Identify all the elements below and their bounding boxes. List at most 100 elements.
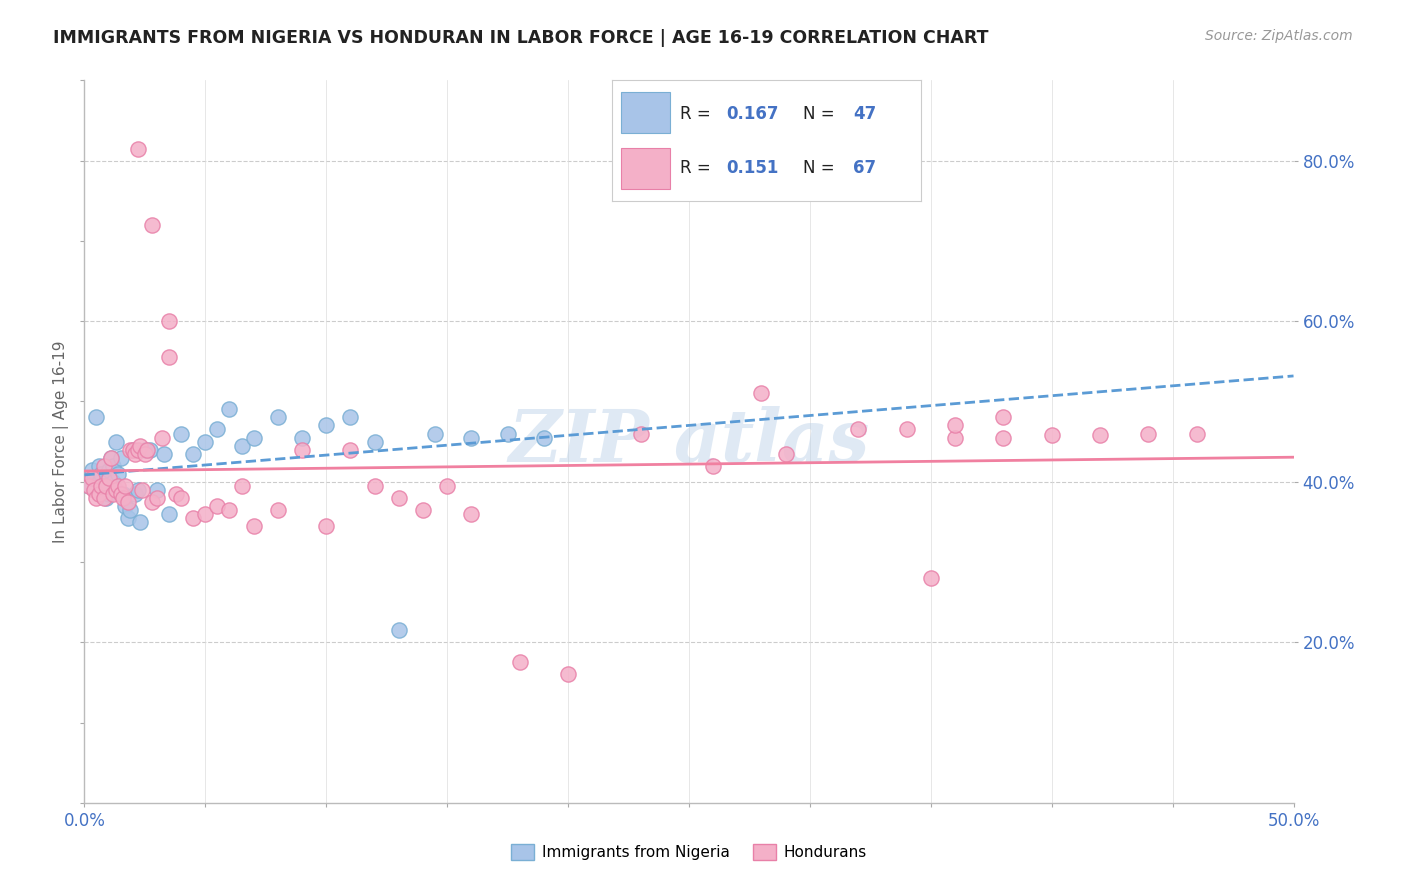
Point [630, 426, 652, 441]
Bar [621, 148, 671, 188]
Point [94, 491, 117, 505]
Point [460, 430, 482, 444]
Point [114, 478, 136, 492]
Point [170, 491, 193, 505]
Point [339, 410, 361, 425]
Point [846, 422, 869, 436]
Point [93, 491, 115, 505]
Point [129, 515, 152, 529]
Point [141, 218, 163, 232]
Point [141, 494, 163, 508]
Point [104, 434, 127, 449]
Text: 47: 47 [853, 105, 876, 123]
Point [138, 442, 160, 457]
Point [86, 410, 108, 425]
Point [423, 426, 446, 441]
Point [157, 507, 180, 521]
Point [896, 422, 918, 436]
Point [315, 518, 337, 533]
Point [1088, 428, 1111, 442]
Point [103, 475, 125, 489]
Text: Source: ZipAtlas.com: Source: ZipAtlas.com [1205, 29, 1353, 43]
Point [181, 446, 204, 460]
Point [388, 623, 411, 637]
Point [121, 442, 143, 457]
Text: N =: N = [803, 159, 841, 178]
Point [87, 458, 110, 473]
Point [97, 462, 120, 476]
Point [207, 422, 229, 436]
Point [242, 518, 264, 533]
Point [496, 426, 519, 441]
Point [533, 430, 555, 444]
Point [153, 446, 176, 460]
Point [80, 462, 103, 476]
Point [110, 486, 132, 500]
Point [363, 434, 385, 449]
Point [97, 486, 120, 500]
Point [146, 491, 169, 505]
Point [339, 442, 361, 457]
Point [87, 475, 110, 489]
Point [134, 442, 156, 457]
Point [1137, 426, 1160, 441]
Point [129, 438, 152, 452]
Point [194, 507, 217, 521]
Point [291, 430, 314, 444]
Point [557, 667, 579, 681]
Point [86, 491, 108, 505]
Point [77, 478, 100, 492]
Point [90, 467, 112, 481]
Point [157, 314, 180, 328]
Point [93, 458, 115, 473]
Point [90, 478, 112, 492]
Point [146, 483, 169, 497]
Point [242, 430, 264, 444]
Point [117, 510, 139, 524]
Point [114, 499, 136, 513]
Point [150, 430, 173, 444]
Point [943, 418, 966, 433]
Text: ZIP atlas: ZIP atlas [509, 406, 869, 477]
Point [104, 483, 127, 497]
Point [1185, 426, 1208, 441]
Point [93, 478, 115, 492]
Point [83, 470, 105, 484]
Text: 0.151: 0.151 [725, 159, 779, 178]
Point [83, 483, 105, 497]
Point [131, 483, 153, 497]
Point [509, 655, 531, 669]
Text: R =: R = [679, 105, 716, 123]
Point [315, 418, 337, 433]
Point [97, 470, 120, 484]
Point [94, 478, 117, 492]
Point [363, 478, 385, 492]
Point [943, 430, 966, 444]
Point [993, 430, 1015, 444]
Point [751, 386, 773, 401]
Point [157, 350, 180, 364]
Point [920, 571, 942, 585]
Point [170, 426, 193, 441]
Point [291, 442, 314, 457]
Y-axis label: In Labor Force | Age 16-19: In Labor Force | Age 16-19 [53, 340, 69, 543]
Point [110, 450, 132, 465]
Text: 67: 67 [853, 159, 876, 178]
Text: IMMIGRANTS FROM NIGERIA VS HONDURAN IN LABOR FORCE | AGE 16-19 CORRELATION CHART: IMMIGRANTS FROM NIGERIA VS HONDURAN IN L… [53, 29, 988, 46]
Point [134, 446, 156, 460]
Point [412, 502, 434, 516]
Point [107, 478, 129, 492]
Point [181, 510, 204, 524]
Point [702, 458, 724, 473]
Point [218, 502, 240, 516]
Point [127, 442, 149, 457]
Point [207, 499, 229, 513]
Point [112, 486, 135, 500]
Point [124, 486, 146, 500]
Point [77, 478, 100, 492]
Text: 0.167: 0.167 [725, 105, 779, 123]
Point [124, 446, 146, 460]
Point [194, 434, 217, 449]
Point [218, 402, 240, 417]
Point [388, 491, 411, 505]
